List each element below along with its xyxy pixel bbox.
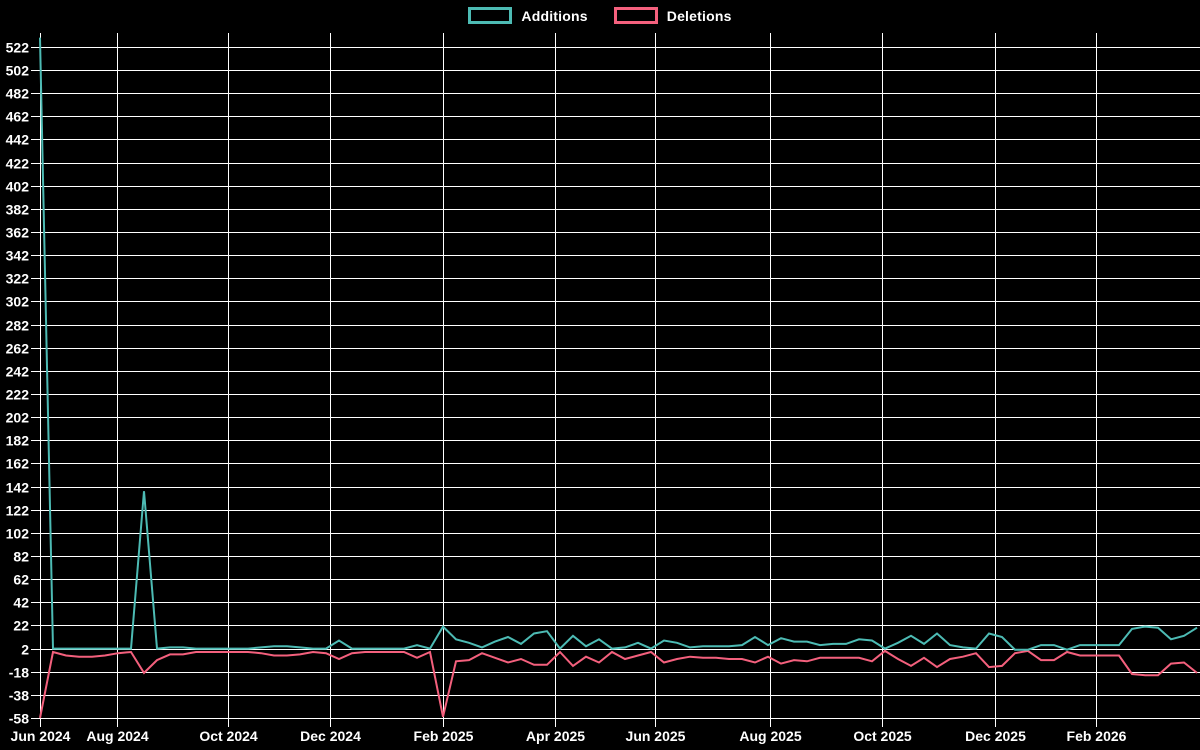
chart-legend: Additions Deletions — [0, 7, 1200, 24]
y-tick-label: 262 — [6, 341, 30, 357]
legend-label-deletions: Deletions — [666, 7, 732, 24]
y-tick-label: 462 — [6, 109, 30, 125]
x-tick-label: Feb 2025 — [414, 728, 474, 744]
y-tick-label: 442 — [6, 132, 30, 148]
x-tick-label: Dec 2024 — [300, 728, 361, 744]
legend-item-additions[interactable]: Additions — [468, 7, 588, 24]
y-tick-label: 342 — [6, 248, 30, 264]
x-tick-label: Dec 2025 — [965, 728, 1026, 744]
deletions-line — [39, 649, 1198, 719]
y-tick-label: 302 — [6, 294, 30, 310]
y-tick-label: 422 — [6, 156, 30, 172]
y-tick-label: 482 — [6, 86, 30, 102]
x-tick-label: Oct 2024 — [199, 728, 258, 744]
y-tick-label: 402 — [6, 179, 30, 195]
legend-item-deletions[interactable]: Deletions — [613, 7, 732, 24]
x-tick-label: Aug 2024 — [86, 728, 148, 744]
y-tick-label: 202 — [6, 410, 30, 426]
y-tick-label: 242 — [6, 364, 30, 380]
deletions-swatch-icon — [613, 7, 658, 24]
y-tick-label: -38 — [9, 688, 29, 704]
additions-swatch-icon — [468, 7, 513, 24]
y-tick-label: 362 — [6, 225, 30, 241]
x-tick-label: Apr 2025 — [526, 728, 585, 744]
y-tick-label: 162 — [6, 456, 30, 472]
y-tick-label: 322 — [6, 271, 30, 287]
x-tick-label: Aug 2025 — [739, 728, 801, 744]
legend-label-additions: Additions — [521, 7, 588, 24]
additions-line — [39, 37, 1198, 651]
y-tick-label: 122 — [6, 503, 30, 519]
y-tick-label: 182 — [6, 433, 30, 449]
x-tick-label: Jun 2025 — [626, 728, 686, 744]
y-tick-label: -18 — [9, 665, 29, 681]
y-tick-label: 502 — [6, 63, 30, 79]
y-tick-label: 222 — [6, 387, 30, 403]
y-tick-label: 522 — [6, 40, 30, 56]
y-tick-label: 382 — [6, 202, 30, 218]
x-tick-label: Feb 2026 — [1067, 728, 1127, 744]
y-tick-label: 62 — [13, 572, 29, 588]
y-tick-label: 2 — [21, 642, 29, 658]
y-tick-label: -58 — [9, 711, 29, 727]
y-tick-label: 282 — [6, 318, 30, 334]
x-tick-label: Oct 2025 — [853, 728, 912, 744]
y-tick-label: 142 — [6, 480, 30, 496]
y-tick-label: 102 — [6, 526, 30, 542]
x-tick-label: Jun 2024 — [11, 728, 71, 744]
y-tick-label: 22 — [13, 618, 29, 634]
y-tick-label: 42 — [13, 595, 29, 611]
y-tick-label: 82 — [13, 549, 29, 565]
